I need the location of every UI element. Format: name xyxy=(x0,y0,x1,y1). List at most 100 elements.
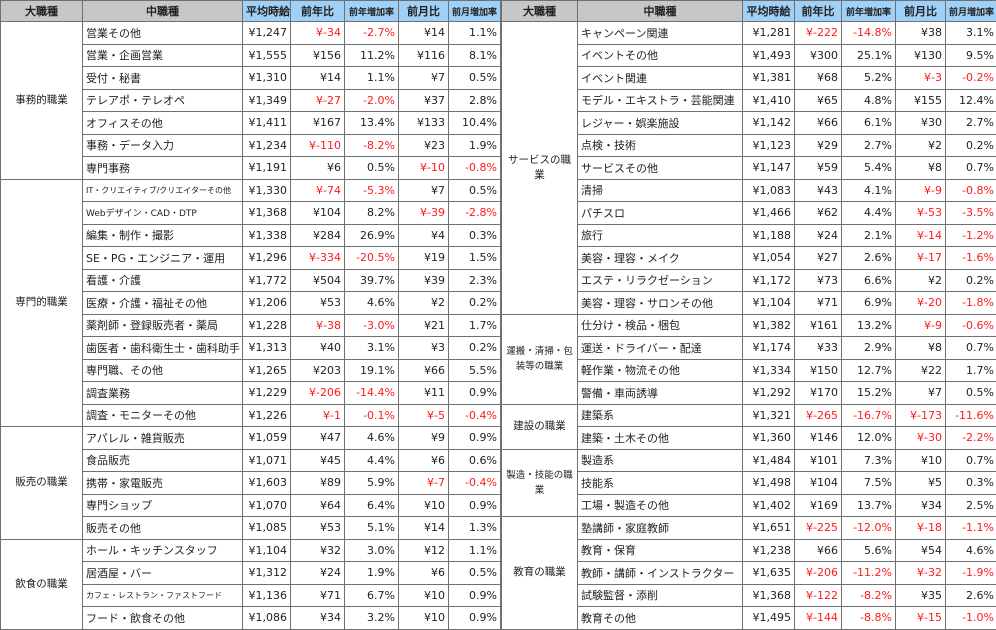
yoy-rate-cell: -14.4% xyxy=(345,382,399,405)
yoy-diff-cell: ¥-222 xyxy=(795,22,842,45)
yoy-rate-cell: 12.0% xyxy=(842,427,896,450)
yoy-diff-cell: ¥300 xyxy=(795,44,842,67)
yoy-diff-cell: ¥71 xyxy=(795,292,842,315)
mom-diff-cell: ¥35 xyxy=(896,584,946,607)
sub-category-cell: エステ・リラクゼーション xyxy=(578,269,743,292)
header-major-category: 大職種 xyxy=(502,1,578,22)
mom-diff-cell: ¥-9 xyxy=(896,179,946,202)
mom-diff-cell: ¥54 xyxy=(896,539,946,562)
yoy-rate-cell: 5.1% xyxy=(345,517,399,540)
yoy-diff-cell: ¥-122 xyxy=(795,584,842,607)
sub-category-cell: 医療・介護・福祉その他 xyxy=(83,292,243,315)
yoy-rate-cell: 5.6% xyxy=(842,539,896,562)
yoy-diff-cell: ¥203 xyxy=(291,359,345,382)
yoy-diff-cell: ¥-38 xyxy=(291,314,345,337)
major-category-cell: 建設の職業 xyxy=(502,404,578,449)
mom-rate-cell: 4.6% xyxy=(946,539,996,562)
yoy-diff-cell: ¥104 xyxy=(795,472,842,495)
mom-rate-cell: 12.4% xyxy=(946,89,996,112)
sub-category-cell: テレアポ・テレオペ xyxy=(83,89,243,112)
avg-wage-cell: ¥1,321 xyxy=(743,404,795,427)
sub-category-cell: 教師・講師・インストラクター xyxy=(578,562,743,585)
mom-diff-cell: ¥3 xyxy=(399,337,449,360)
sub-category-cell: 建築系 xyxy=(578,404,743,427)
yoy-diff-cell: ¥68 xyxy=(795,67,842,90)
yoy-diff-cell: ¥-1 xyxy=(291,404,345,427)
yoy-diff-cell: ¥24 xyxy=(291,562,345,585)
yoy-diff-cell: ¥-206 xyxy=(291,382,345,405)
yoy-diff-cell: ¥14 xyxy=(291,67,345,90)
mom-rate-cell: 1.1% xyxy=(449,22,501,45)
table-left: 大職種 中職種 平均時給 前年比 前年増加率 前月比 前月増加率 事務的職業営業… xyxy=(0,0,501,630)
sub-category-cell: 薬剤師・登録販売者・薬局 xyxy=(83,314,243,337)
header-mom-rate: 前月増加率 xyxy=(946,1,996,22)
sub-category-cell: 工場・製造その他 xyxy=(578,494,743,517)
avg-wage-cell: ¥1,226 xyxy=(243,404,291,427)
avg-wage-cell: ¥1,054 xyxy=(743,247,795,270)
yoy-rate-cell: -0.1% xyxy=(345,404,399,427)
avg-wage-cell: ¥1,085 xyxy=(243,517,291,540)
avg-wage-cell: ¥1,238 xyxy=(743,539,795,562)
avg-wage-cell: ¥1,234 xyxy=(243,134,291,157)
mom-diff-cell: ¥-14 xyxy=(896,224,946,247)
mom-rate-cell: -11.6% xyxy=(946,404,996,427)
header-yoy-rate: 前年増加率 xyxy=(842,1,896,22)
mom-diff-cell: ¥10 xyxy=(896,449,946,472)
mom-diff-cell: ¥2 xyxy=(896,134,946,157)
yoy-rate-cell: 4.1% xyxy=(842,179,896,202)
sub-category-cell: フード・飲食その他 xyxy=(83,607,243,630)
yoy-diff-cell: ¥53 xyxy=(291,517,345,540)
sub-category-cell: パチスロ xyxy=(578,202,743,225)
yoy-rate-cell: -11.2% xyxy=(842,562,896,585)
mom-rate-cell: 1.3% xyxy=(449,517,501,540)
yoy-rate-cell: -5.3% xyxy=(345,179,399,202)
mom-rate-cell: -0.4% xyxy=(449,472,501,495)
sub-category-cell: 製造系 xyxy=(578,449,743,472)
mom-diff-cell: ¥19 xyxy=(399,247,449,270)
sub-category-cell: 食品販売 xyxy=(83,449,243,472)
avg-wage-cell: ¥1,466 xyxy=(743,202,795,225)
header-mom: 前月比 xyxy=(896,1,946,22)
mom-diff-cell: ¥-30 xyxy=(896,427,946,450)
mom-diff-cell: ¥-20 xyxy=(896,292,946,315)
mom-diff-cell: ¥130 xyxy=(896,44,946,67)
yoy-diff-cell: ¥-265 xyxy=(795,404,842,427)
yoy-rate-cell: 6.9% xyxy=(842,292,896,315)
sub-category-cell: 専門職、その他 xyxy=(83,359,243,382)
mom-rate-cell: 1.9% xyxy=(449,134,501,157)
yoy-diff-cell: ¥-144 xyxy=(795,607,842,630)
yoy-diff-cell: ¥156 xyxy=(291,44,345,67)
header-yoy: 前年比 xyxy=(291,1,345,22)
sub-category-cell: 警備・車両誘導 xyxy=(578,382,743,405)
mom-rate-cell: 0.5% xyxy=(449,67,501,90)
yoy-diff-cell: ¥-225 xyxy=(795,517,842,540)
mom-diff-cell: ¥21 xyxy=(399,314,449,337)
avg-wage-cell: ¥1,228 xyxy=(243,314,291,337)
mom-rate-cell: -2.2% xyxy=(946,427,996,450)
sub-category-cell: 営業・企画営業 xyxy=(83,44,243,67)
yoy-diff-cell: ¥64 xyxy=(291,494,345,517)
mom-rate-cell: -0.6% xyxy=(946,314,996,337)
avg-wage-cell: ¥1,247 xyxy=(243,22,291,45)
mom-rate-cell: 1.1% xyxy=(449,539,501,562)
header-mom-rate: 前月増加率 xyxy=(449,1,501,22)
header-row: 大職種 中職種 平均時給 前年比 前年増加率 前月比 前月増加率 xyxy=(1,1,501,22)
yoy-rate-cell: 19.1% xyxy=(345,359,399,382)
yoy-rate-cell: 15.2% xyxy=(842,382,896,405)
yoy-diff-cell: ¥284 xyxy=(291,224,345,247)
yoy-diff-cell: ¥6 xyxy=(291,157,345,180)
sub-category-cell: モデル・エキストラ・芸能関連 xyxy=(578,89,743,112)
yoy-diff-cell: ¥47 xyxy=(291,427,345,450)
yoy-rate-cell: 6.6% xyxy=(842,269,896,292)
sub-category-cell: IT・クリエイティブ/クリエイターその他 xyxy=(83,179,243,202)
mom-diff-cell: ¥-3 xyxy=(896,67,946,90)
yoy-diff-cell: ¥65 xyxy=(795,89,842,112)
mom-rate-cell: 0.2% xyxy=(946,134,996,157)
mom-diff-cell: ¥-9 xyxy=(896,314,946,337)
avg-wage-cell: ¥1,772 xyxy=(243,269,291,292)
mom-diff-cell: ¥2 xyxy=(896,269,946,292)
yoy-rate-cell: 4.6% xyxy=(345,292,399,315)
yoy-rate-cell: -2.7% xyxy=(345,22,399,45)
